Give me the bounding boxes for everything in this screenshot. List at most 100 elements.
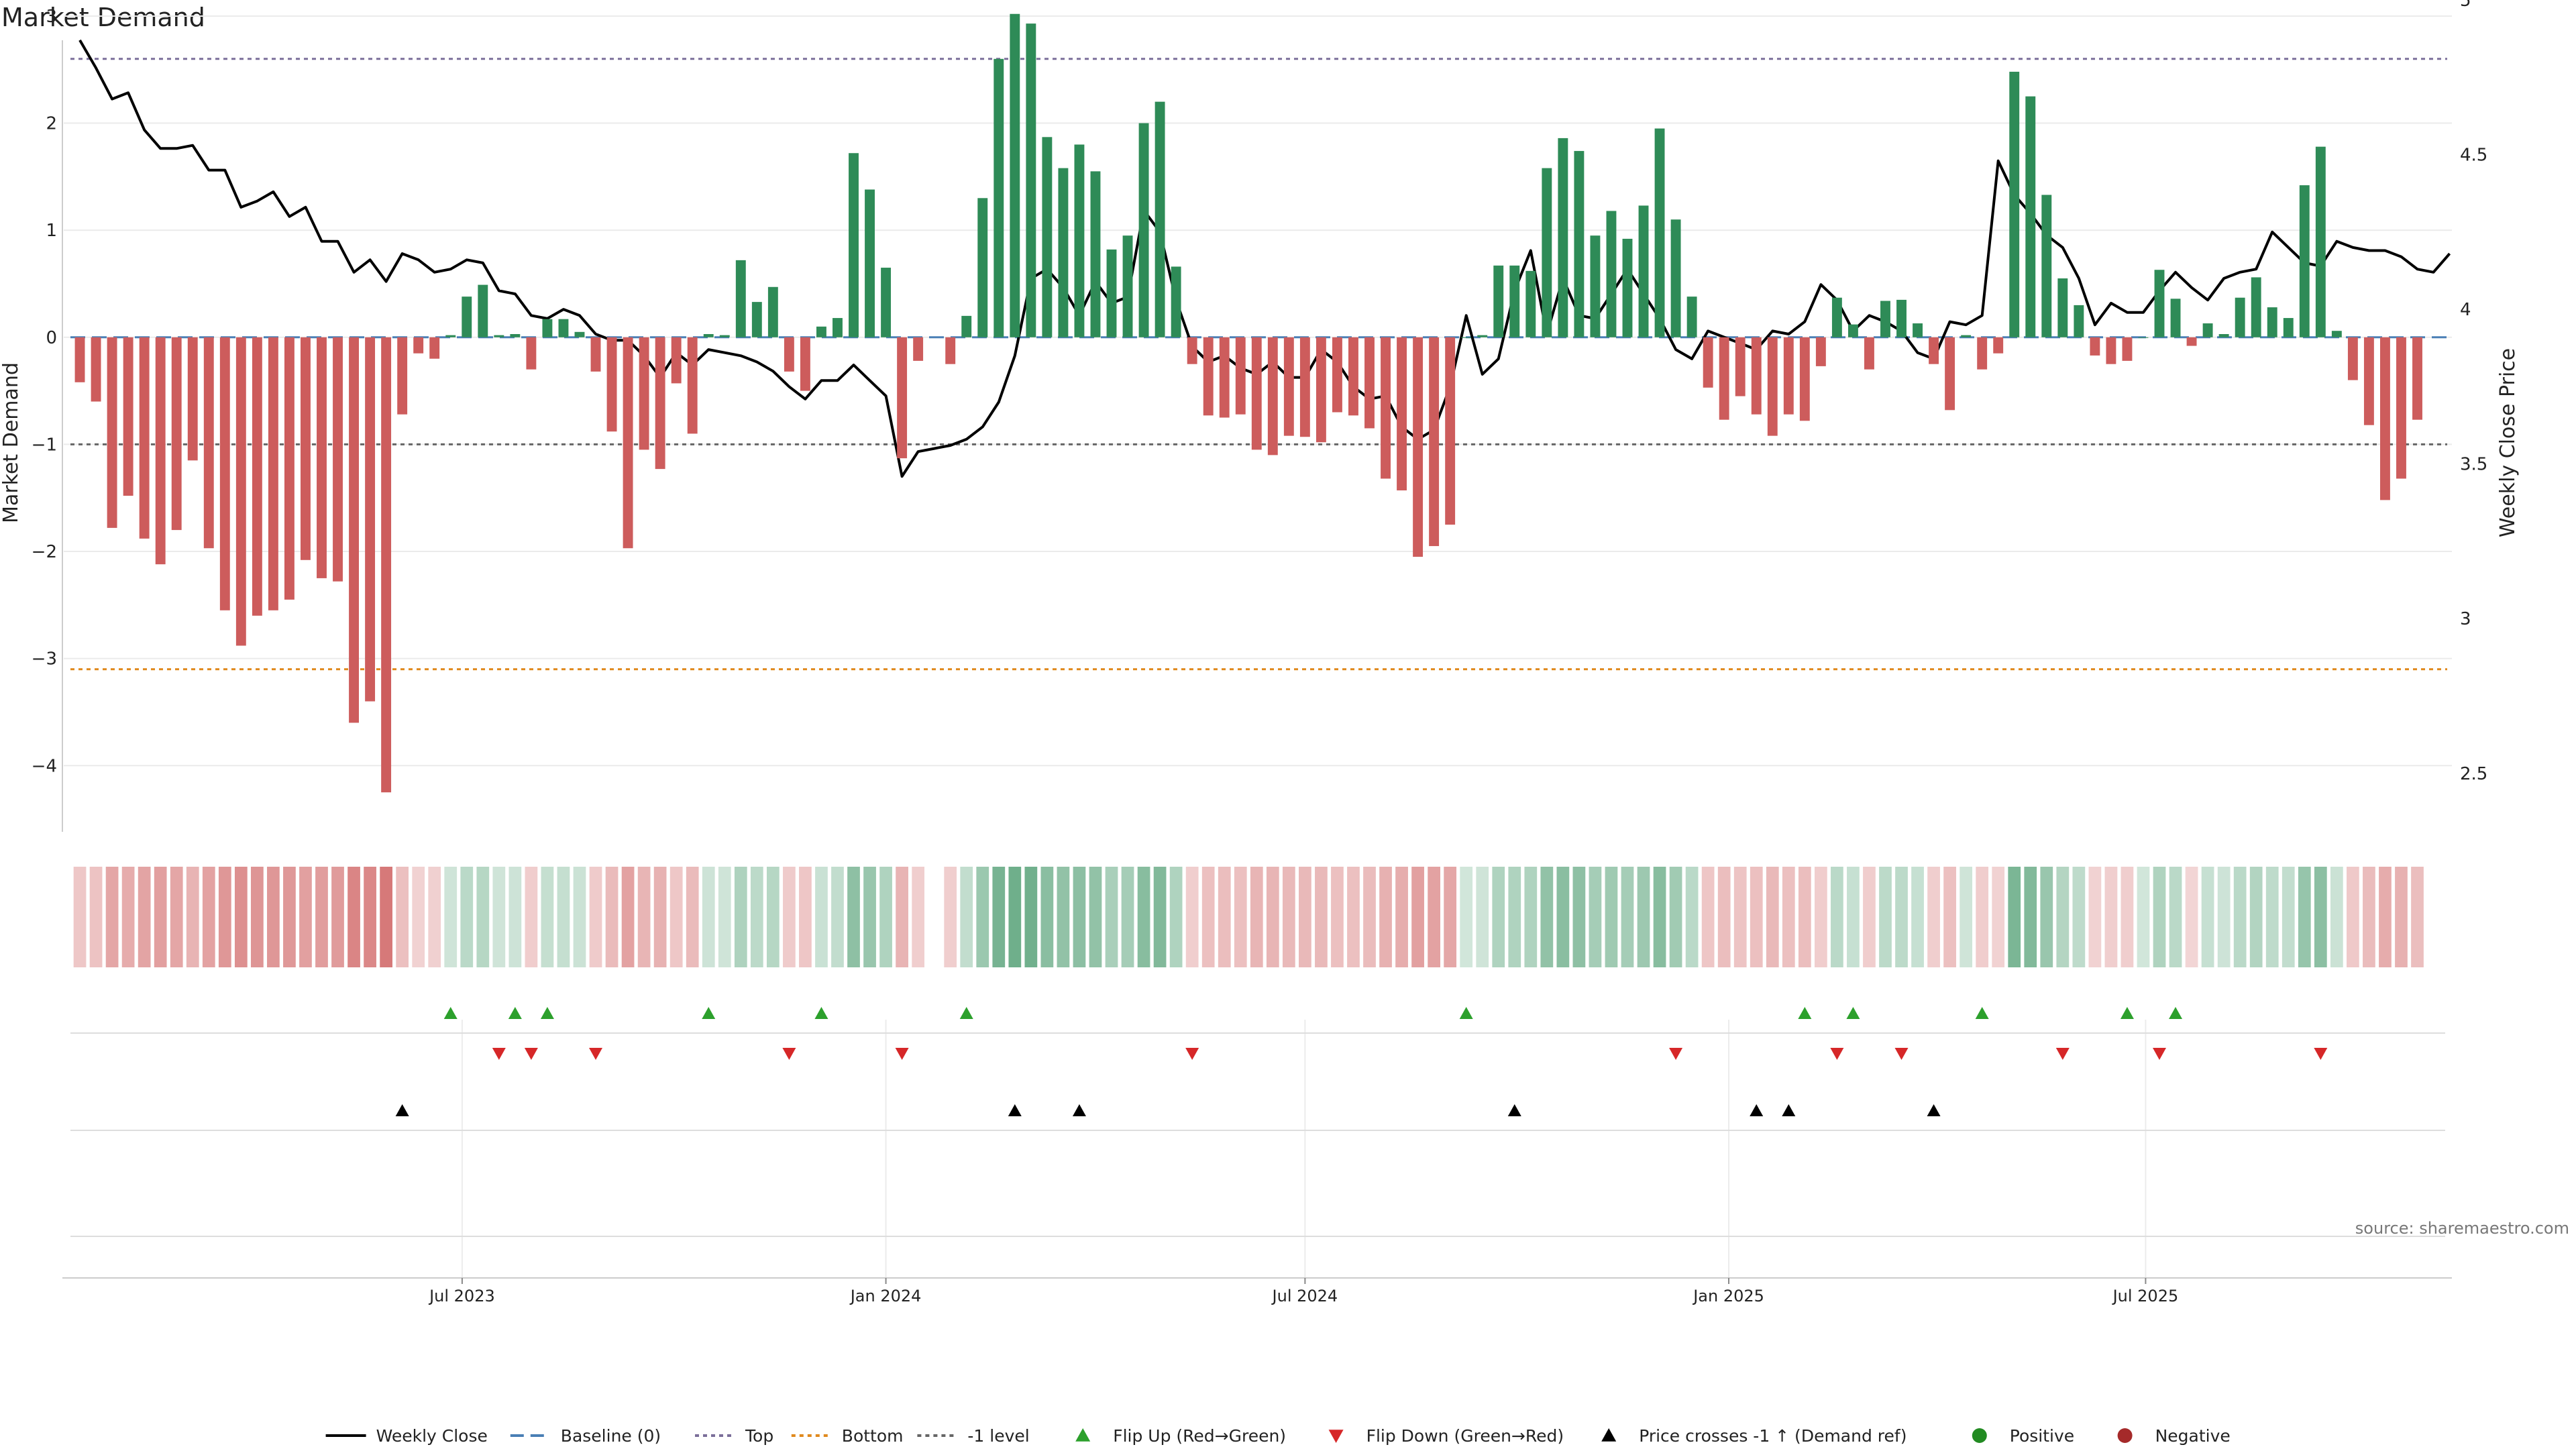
demand-bar bbox=[365, 337, 376, 702]
strip-cell bbox=[380, 867, 392, 967]
strip-cell bbox=[396, 867, 409, 967]
strip-cell bbox=[1201, 867, 1215, 967]
strip-cell bbox=[1927, 867, 1940, 967]
strip-cell bbox=[992, 867, 1006, 967]
strip-cell bbox=[1524, 867, 1538, 967]
demand-bar bbox=[945, 337, 956, 364]
strip-cell bbox=[1701, 867, 1715, 967]
strip-cell bbox=[1653, 867, 1666, 967]
legend-item-positive_dot: Positive bbox=[1972, 1426, 2074, 1446]
demand-bar bbox=[155, 337, 166, 565]
y-tick-label: −2 bbox=[32, 542, 57, 562]
demand-bar bbox=[349, 337, 360, 723]
demand-bar bbox=[1397, 337, 1407, 491]
chart-title: Market Demand bbox=[1, 3, 205, 32]
strip-cell bbox=[1733, 867, 1747, 967]
demand-bar bbox=[1203, 337, 1214, 416]
strip-cell bbox=[2088, 867, 2102, 967]
demand-bar bbox=[1590, 235, 1601, 337]
demand-bar bbox=[897, 337, 908, 459]
demand-bar bbox=[994, 58, 1004, 337]
strip-cell bbox=[2347, 867, 2359, 967]
flip-down-marker bbox=[492, 1048, 506, 1060]
strip-cell bbox=[1105, 867, 1118, 967]
strip-cell bbox=[2169, 867, 2182, 967]
demand-bar bbox=[2154, 270, 2165, 337]
flip-up-marker bbox=[814, 1007, 828, 1019]
strip-cell bbox=[1992, 867, 2005, 967]
demand-bar bbox=[1993, 337, 2004, 354]
strip-cell bbox=[283, 867, 296, 967]
strip-cell bbox=[734, 867, 747, 967]
demand-bar bbox=[2202, 323, 2213, 337]
demand-bar bbox=[301, 337, 311, 560]
demand-bar bbox=[1686, 297, 1697, 337]
strip-cell bbox=[331, 867, 344, 967]
strip-cell bbox=[1057, 867, 1070, 967]
cross-up-marker bbox=[1507, 1104, 1521, 1116]
strip-cell bbox=[1331, 867, 1344, 967]
strip-cell bbox=[1169, 867, 1183, 967]
y-tick-label: −4 bbox=[32, 756, 57, 776]
demand-bar bbox=[1929, 337, 1939, 364]
strip-cell bbox=[1976, 867, 1989, 967]
strip-cell bbox=[847, 867, 860, 967]
flip-up-marker bbox=[1975, 1007, 1989, 1019]
cross-up-marker bbox=[1782, 1104, 1796, 1116]
demand-bar bbox=[494, 335, 504, 337]
strip-cell bbox=[1572, 867, 1586, 967]
strip-cell bbox=[783, 867, 796, 967]
demand-bar bbox=[1525, 270, 1536, 337]
strip-cell bbox=[492, 867, 506, 967]
demand-bar bbox=[510, 334, 521, 337]
demand-bar bbox=[2363, 337, 2374, 425]
demand-bar bbox=[333, 337, 343, 582]
y-tick-label: −3 bbox=[32, 649, 57, 669]
demand-bar bbox=[751, 302, 762, 337]
demand-bar bbox=[235, 337, 246, 646]
strip-cell bbox=[2282, 867, 2295, 967]
demand-bar bbox=[1251, 337, 1262, 450]
y2-axis-title: Weekly Close Price bbox=[2496, 348, 2520, 537]
demand-bar bbox=[397, 337, 408, 415]
strip-cell bbox=[1540, 867, 1554, 967]
strip-cell bbox=[2153, 867, 2166, 967]
y2-tick-label: 2.5 bbox=[2460, 764, 2487, 784]
legend-item-negative_dot: Negative bbox=[2117, 1426, 2231, 1446]
demand-bar bbox=[1283, 337, 1294, 436]
strip-cell bbox=[1347, 867, 1360, 967]
strip-cell bbox=[1444, 867, 1457, 967]
flip-up-marker bbox=[2120, 1007, 2134, 1019]
demand-bar bbox=[2186, 337, 2197, 346]
strip-cell bbox=[1363, 867, 1376, 967]
y-tick-label: 1 bbox=[46, 221, 57, 241]
strip-cell bbox=[815, 867, 828, 967]
demand-bar bbox=[913, 337, 924, 361]
demand-bar bbox=[2218, 334, 2229, 337]
demand-bar bbox=[574, 331, 585, 337]
demand-bar bbox=[1138, 123, 1149, 337]
flip-up-marker bbox=[2169, 1007, 2183, 1019]
demand-bar bbox=[1799, 337, 1810, 421]
legend-item-bottom: Bottom bbox=[791, 1426, 904, 1446]
legend-item-flip_down: Flip Down (Green→Red) bbox=[1328, 1426, 1564, 1446]
strip-cell bbox=[2217, 867, 2231, 967]
demand-bar bbox=[1638, 205, 1649, 337]
strip-cell bbox=[605, 867, 619, 967]
strip-cell bbox=[1621, 867, 1634, 967]
strip-cell bbox=[2104, 867, 2118, 967]
strip-cell bbox=[508, 867, 522, 967]
strip-cell bbox=[718, 867, 731, 967]
demand-bar bbox=[1735, 337, 1746, 396]
y2-tick-label: 3.5 bbox=[2460, 455, 2487, 475]
strip-cell bbox=[1508, 867, 1521, 967]
x-tick-label: Jan 2024 bbox=[849, 1287, 922, 1305]
legend: Weekly Close Baseline (0) Top Bottom -1 leve… bbox=[325, 1426, 2231, 1446]
strip-cell bbox=[1911, 867, 1924, 967]
demand-bar bbox=[1542, 168, 1552, 337]
strip-cell bbox=[186, 867, 199, 967]
strip-cell bbox=[299, 867, 312, 967]
demand-bar bbox=[1058, 168, 1069, 337]
y-tick-label: 0 bbox=[46, 328, 57, 348]
strip-cell bbox=[1250, 867, 1263, 967]
